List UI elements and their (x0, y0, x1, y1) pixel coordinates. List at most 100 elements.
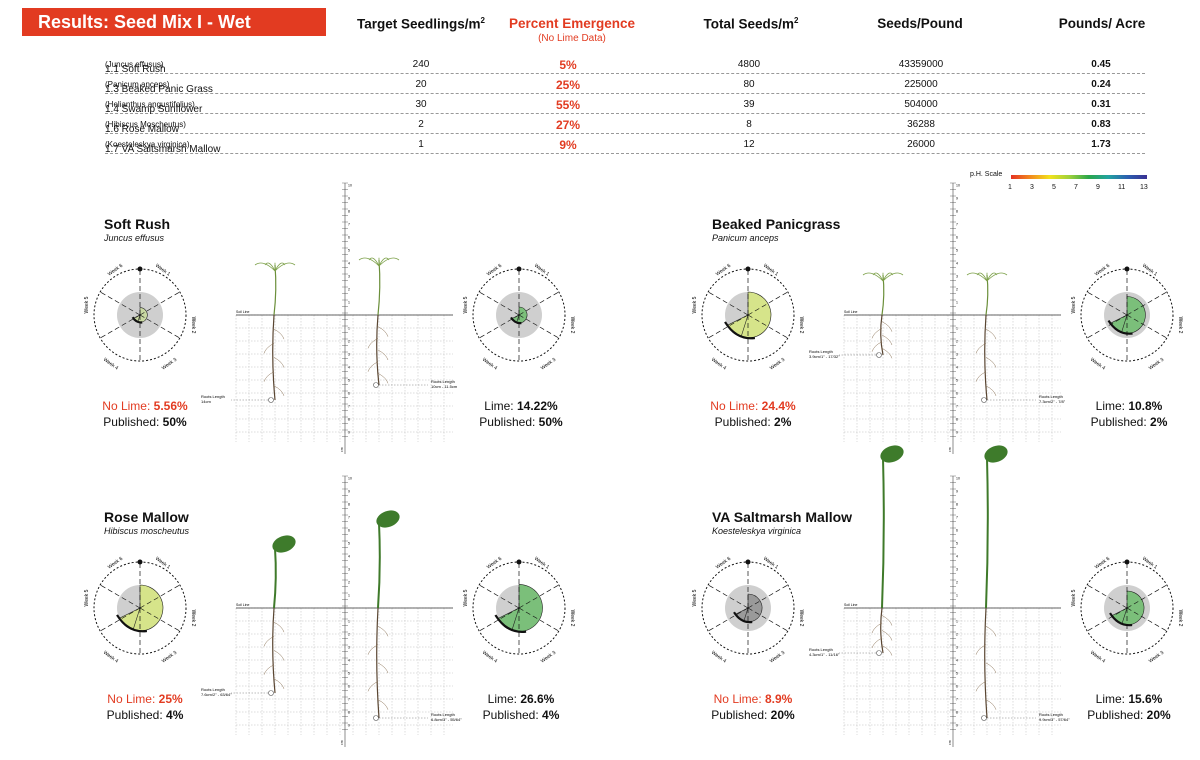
dial-week-label: Week 3 (1148, 357, 1165, 372)
row-total: 8 (746, 119, 752, 130)
seedling-rootlet (985, 328, 997, 340)
ph-tick-label: 1 (1008, 184, 1012, 191)
seedling-rootlet (377, 699, 389, 710)
dial-week-label: Week 3 (1148, 650, 1165, 665)
ph-tick-label: 3 (1030, 184, 1034, 191)
seedling-leaf (272, 535, 296, 553)
seedling-rootlet (377, 373, 389, 384)
seedling-leaf (376, 510, 400, 528)
seedling-rootlet (273, 621, 285, 633)
ruler-label: 6 (956, 236, 958, 240)
published-left-label: Published: (714, 415, 775, 429)
ruler-unit: cm (948, 740, 952, 745)
dial-week-label: Week 3 (769, 650, 786, 665)
row-common-name: 1.6 Rose Mallow (105, 124, 179, 135)
seedling-rootlet (881, 630, 893, 641)
dial-arc (733, 611, 753, 624)
row-emergence: 55% (555, 98, 581, 112)
soil-line-label: Soil Line (236, 603, 249, 607)
dial-week-label: Week 2 (798, 610, 804, 627)
seedling-blade (254, 262, 276, 272)
lime-stat: Lime: 15.6% Published: 20% (1064, 691, 1194, 723)
seedling-root (984, 314, 988, 401)
ruler-label: 5 (348, 542, 350, 546)
dial-week-label: Week 4 (102, 650, 119, 665)
published-left-line: Published: 20% (711, 708, 794, 722)
ruler-label: 2 (956, 581, 958, 585)
seedling-rootlet (273, 678, 285, 689)
row-name: 1.7 VA Saltsmarsh Mallow (Koesteleskya v… (105, 139, 220, 155)
no-lime-stat: No Lime: 8.9% Published: 20% (688, 691, 818, 723)
ruler-label: 10 (348, 184, 352, 188)
row-emergence: 5% (559, 58, 577, 72)
lime-label: Lime: (1095, 399, 1129, 413)
ruler-label: 2 (348, 340, 350, 344)
ruler-label: 4 (348, 262, 350, 266)
table-row: 1.1 Soft Rush (Juncus effusus) 240 5% 4800 4… (105, 54, 1145, 75)
ph-tick-label: 13 (1140, 184, 1148, 191)
root-grid: Soil Line 1 2 3 4 5 6 7 8 9 10 1 2 3 4 5 6 7 8 9 cm (235, 475, 453, 747)
seedling-rootlet (881, 645, 893, 656)
root-length-value: 9.9cm/3" - 57/64" (1039, 717, 1070, 722)
published-right-line: Published: 4% (483, 708, 560, 722)
seedling-rootlet (881, 321, 893, 332)
row-pounds-acre: 0.45 (1091, 59, 1111, 70)
row-emergence: 25% (555, 78, 581, 92)
seedling-rootlet (975, 371, 987, 382)
ruler-label: 2 (348, 581, 350, 585)
seedling (358, 257, 400, 386)
ruler-label: 7 (956, 698, 958, 702)
root-tip-marker (876, 352, 882, 358)
root-length-value: 14cm (201, 399, 211, 404)
ruler-label: 3 (956, 275, 958, 279)
dial-week-label: Week 2 (1177, 610, 1183, 627)
published-right-label: Published: (1087, 708, 1147, 722)
row-common-name: 1.7 VA Saltsmarsh Mallow (105, 144, 221, 155)
dial-week-label: Week 5 (1071, 589, 1077, 606)
seedling-stem (881, 457, 885, 609)
published-right-value: 4% (542, 708, 560, 722)
row-common-name: 1.3 Beaked Panic Grass (105, 84, 213, 95)
lime-line: Lime: 10.8% (1096, 399, 1163, 413)
ruler-label: 5 (956, 672, 958, 676)
dial-week-label: Week 5 (692, 296, 698, 313)
published-right-label: Published: (1090, 415, 1151, 429)
dial-week-label: Week 4 (481, 650, 498, 665)
ruler-label: 8 (348, 418, 350, 422)
seedling-blade (986, 272, 1008, 282)
dial-week-label: Week 6 (1094, 556, 1111, 571)
ph-tick-label: 5 (1052, 184, 1056, 191)
dial-week-label: Week 2 (190, 610, 196, 627)
row-name: 1.4 Swamp Sunflower (Helianthus angustif… (105, 99, 202, 115)
no-lime-label: No Lime: (102, 399, 154, 413)
ruler-label: 6 (956, 529, 958, 533)
ruler-label: 3 (348, 275, 350, 279)
dial-week-label: Week 5 (1071, 296, 1077, 313)
seedling-blade (872, 272, 884, 282)
dial-week-label: Week 4 (1089, 650, 1106, 665)
seedling-rootlet (263, 664, 275, 675)
seedling-root (376, 607, 380, 719)
ruler-label: 4 (956, 555, 958, 559)
seedling-rootlet (367, 361, 379, 372)
row-latin-name: (Juncus effusus) (105, 60, 164, 69)
species-latin-name: Panicum anceps (712, 233, 779, 243)
published-right-label: Published: (482, 708, 543, 722)
row-pounds-acre: 1.73 (1091, 139, 1111, 150)
root-grid: Soil Line 1 2 3 4 5 6 7 8 9 10 1 2 3 4 5 6 7 8 9 cm (843, 182, 1061, 454)
ruler-label: 5 (348, 672, 350, 676)
seedling-rootlet (273, 328, 285, 340)
dial-week-label: Week 5 (692, 589, 698, 606)
ruler-label: 9 (956, 431, 958, 435)
seedling-rootlet (871, 328, 883, 339)
no-lime-line: No Lime: 8.9% (714, 692, 793, 706)
published-right-line: Published: 20% (1087, 708, 1170, 722)
